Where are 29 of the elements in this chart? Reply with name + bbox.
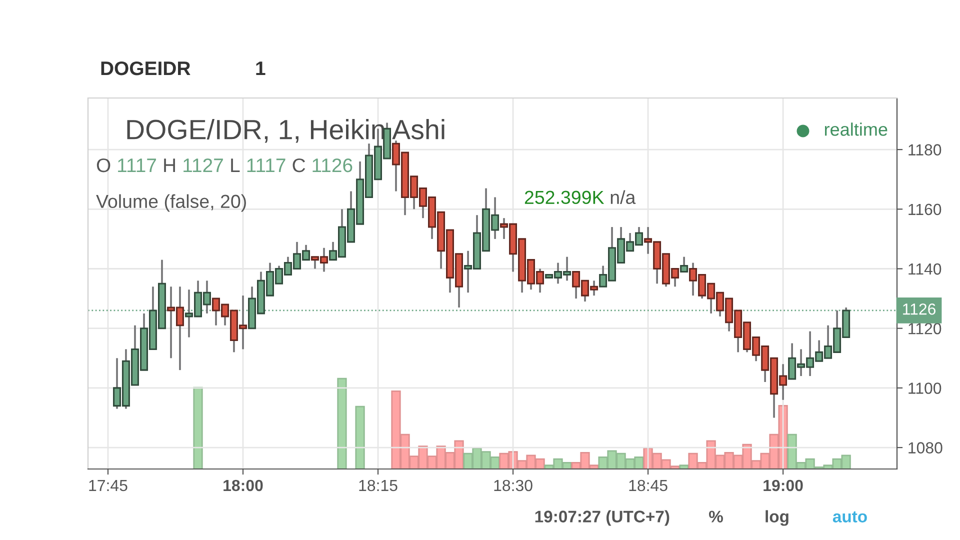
annotation: Volume (false, 20) [96,194,246,212]
y-tick-label: 1100 [908,382,942,394]
x-tick-label: 19:00 [764,480,803,492]
y-tick-label: 1160 [908,204,942,216]
candlestick [680,256,688,273]
ref-line-label: 1126 [903,303,936,315]
x-tick-label: 17:45 [89,480,128,492]
x-tick-label: 18:45 [629,480,668,492]
x-tick-label: 18:30 [494,480,532,492]
text: 19:07:27 (UTC+7) [535,510,670,526]
y-tick-label: 1140 [908,263,942,275]
bar [679,464,689,469]
text: % [709,510,723,522]
x-tick-label: 18:15 [359,480,398,492]
y-tick-label: 1120 [908,322,942,334]
y-tick-label: 1080 [908,442,942,454]
annotation: O 1117 H 1127 L 1117 C 1126 [96,158,352,172]
bar [355,406,365,469]
x-tick-label: 18:00 [224,480,263,492]
text: 1 [256,62,266,76]
y-tick-label: 1180 [908,144,942,156]
bar [193,386,203,469]
text: DOGE/IDR, 1, Heikin Ashi [127,119,444,143]
annotation: realtime [824,122,888,136]
bar [337,378,347,469]
text: DOGEIDR [101,61,190,76]
text: auto [832,511,867,522]
text: log [766,510,788,526]
annotation: 252.399K n/a [524,190,636,204]
